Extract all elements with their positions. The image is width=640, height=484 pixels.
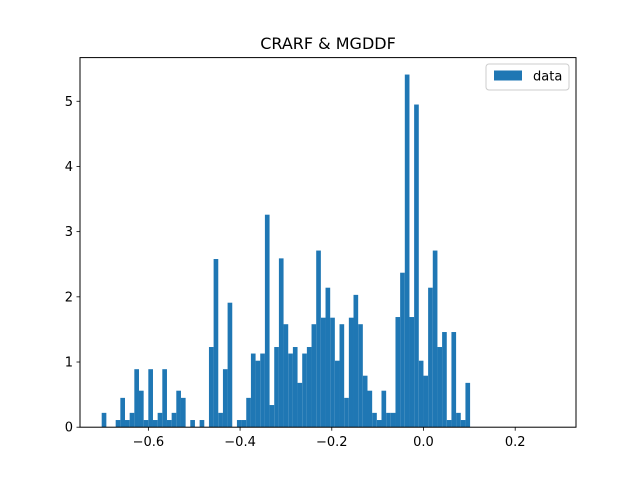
histogram-bar <box>372 412 377 428</box>
histogram-bar <box>358 324 363 428</box>
legend: data <box>485 63 570 91</box>
histogram-bar <box>297 382 303 428</box>
histogram-bar <box>446 420 452 428</box>
legend-label-data: data <box>533 70 562 85</box>
histogram-bar <box>428 287 433 428</box>
histogram-bars <box>101 74 471 428</box>
histogram-bar <box>362 375 368 428</box>
histogram-bar <box>148 369 153 428</box>
x-tick-label: −0.2 <box>316 435 348 450</box>
histogram-bar <box>134 369 139 428</box>
histogram-bar <box>199 420 205 428</box>
x-tick-label: 0.0 <box>413 435 434 450</box>
histogram-bar <box>143 420 149 428</box>
histogram-bar <box>465 382 471 428</box>
histogram-bar <box>218 412 223 428</box>
histogram-bar <box>381 390 387 428</box>
histogram-bar <box>442 332 447 428</box>
histogram-bar <box>190 420 195 428</box>
histogram-bar <box>325 287 331 428</box>
histogram-bar <box>250 353 256 428</box>
histogram-bar <box>227 302 233 428</box>
histogram-bar <box>334 360 340 428</box>
histogram-bar <box>152 420 158 428</box>
histogram-bar <box>264 214 270 428</box>
y-tick-label: 2 <box>65 290 73 305</box>
y-tick-label: 5 <box>65 95 73 110</box>
histogram-bar <box>320 317 326 428</box>
y-axis: 0 1 2 3 4 5 <box>65 95 80 436</box>
histogram-bar <box>376 420 382 428</box>
histogram-bar <box>348 317 354 428</box>
histogram-bar <box>171 412 177 428</box>
histogram-bar <box>292 347 298 428</box>
histogram-bar <box>129 412 135 428</box>
histogram-bar <box>339 324 345 428</box>
histogram-bar <box>395 317 401 428</box>
histogram-bar <box>302 353 307 428</box>
histogram-bar <box>278 258 284 428</box>
histogram-bar <box>180 397 186 428</box>
histogram-bar <box>437 347 443 428</box>
y-tick-label: 4 <box>65 160 73 175</box>
histogram-bar <box>344 397 349 428</box>
histogram-bar <box>213 259 219 428</box>
x-tick-label: −0.4 <box>224 435 256 450</box>
y-tick-label: 0 <box>65 421 73 436</box>
histogram-bar <box>432 250 438 428</box>
histogram-bar <box>418 360 424 428</box>
histogram-bar <box>255 360 261 428</box>
histogram-bar <box>166 420 172 428</box>
histogram-bar <box>390 412 396 428</box>
histogram-bar <box>176 390 181 428</box>
histogram-bar <box>451 332 457 428</box>
x-axis: −0.6 −0.4 −0.2 0.0 0.2 <box>133 427 526 450</box>
histogram-bar <box>115 420 121 428</box>
histogram-bar <box>386 412 391 428</box>
histogram-bar <box>101 412 107 428</box>
histogram-bar <box>125 420 130 428</box>
histogram-bar <box>283 324 289 428</box>
histogram-bar <box>423 375 429 428</box>
x-tick-label: 0.2 <box>505 435 526 450</box>
histogram-bar <box>269 405 275 428</box>
histogram-bar <box>139 390 144 428</box>
histogram-bar <box>311 324 317 428</box>
histogram-bar <box>236 420 242 428</box>
histogram-bar <box>367 390 373 428</box>
histogram-bar <box>404 74 410 428</box>
histogram-bar <box>241 420 247 428</box>
histogram-bar <box>306 347 312 428</box>
histogram-bar <box>316 250 321 428</box>
legend-swatch <box>494 70 522 81</box>
histogram-bar <box>400 272 405 428</box>
y-tick-label: 3 <box>65 225 73 240</box>
histogram-bar <box>409 317 415 428</box>
histogram-bar <box>414 104 419 428</box>
histogram-bar <box>157 412 163 428</box>
histogram-bar <box>208 347 214 428</box>
histogram-bar <box>460 420 466 428</box>
histogram-bar <box>120 397 125 428</box>
histogram-bar <box>260 353 265 428</box>
histogram-bar <box>222 369 228 428</box>
histogram-bar <box>246 397 251 428</box>
histogram-bar <box>353 294 359 428</box>
chart-title: CRARF & MGDDF <box>260 34 396 53</box>
plot-frame <box>79 57 577 428</box>
histogram-bar <box>288 353 293 428</box>
histogram-bar <box>456 412 461 428</box>
x-tick-label: −0.6 <box>133 435 165 450</box>
y-tick-label: 1 <box>65 356 73 371</box>
histogram-bar <box>330 317 335 428</box>
histogram-bar <box>162 369 167 428</box>
histogram-bar <box>274 347 279 428</box>
